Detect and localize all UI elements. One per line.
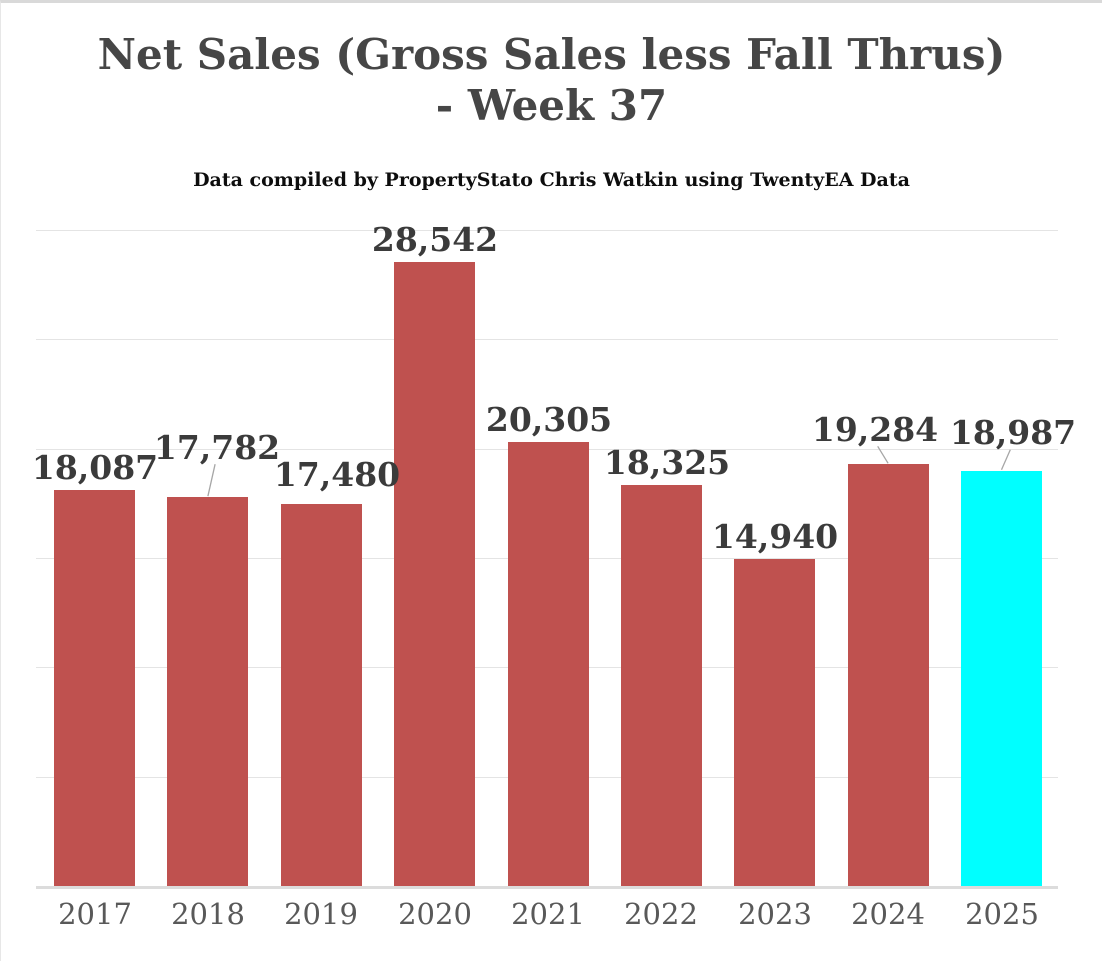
bar-2023 <box>734 559 815 886</box>
bar-2019 <box>281 504 362 886</box>
x-axis-label-2024: 2024 <box>851 897 925 931</box>
leader-line-2018 <box>207 464 216 497</box>
value-label-2021: 20,305 <box>485 400 613 439</box>
gridline-25000 <box>36 339 1058 340</box>
value-label-2020: 28,542 <box>371 220 499 259</box>
x-axis-line <box>36 886 1058 889</box>
bar-2018 <box>167 497 248 886</box>
x-axis-label-2020: 2020 <box>398 897 472 931</box>
x-axis-label-2022: 2022 <box>624 897 698 931</box>
bar-2021 <box>508 442 589 886</box>
bar-2017 <box>54 490 135 886</box>
value-label-2022: 18,325 <box>603 443 731 482</box>
chart-subtitle: Data compiled by PropertyStato Chris Wat… <box>193 169 910 191</box>
value-label-2025: 18,987 <box>949 413 1077 452</box>
leader-line-2025 <box>1000 449 1011 471</box>
chart-title: Net Sales (Gross Sales less Fall Thrus) … <box>1 29 1102 131</box>
x-axis-label-2023: 2023 <box>738 897 812 931</box>
value-label-2018: 17,782 <box>153 428 281 467</box>
value-label-2023: 14,940 <box>711 517 839 556</box>
x-axis-label-2019: 2019 <box>284 897 358 931</box>
bar-2025 <box>961 471 1042 886</box>
value-label-2019: 17,480 <box>273 455 401 494</box>
x-axis-label-2025: 2025 <box>965 897 1039 931</box>
bar-2020 <box>394 262 475 886</box>
chart-title-line2: - Week 37 <box>435 81 668 131</box>
plot-area: 18,087 2017 17,782 2018 17,480 2019 28,542 2020… <box>1 3 1102 961</box>
x-axis-label-2018: 2018 <box>171 897 245 931</box>
gridline-30000 <box>36 230 1058 231</box>
x-axis-label-2017: 2017 <box>58 897 132 931</box>
value-label-2024: 19,284 <box>811 410 939 449</box>
value-label-2017: 18,087 <box>31 448 159 487</box>
chart-title-line1: Net Sales (Gross Sales less Fall Thrus) <box>97 30 1006 79</box>
bar-2022 <box>621 485 702 886</box>
bar-2024 <box>848 464 929 886</box>
x-axis-label-2021: 2021 <box>511 897 585 931</box>
